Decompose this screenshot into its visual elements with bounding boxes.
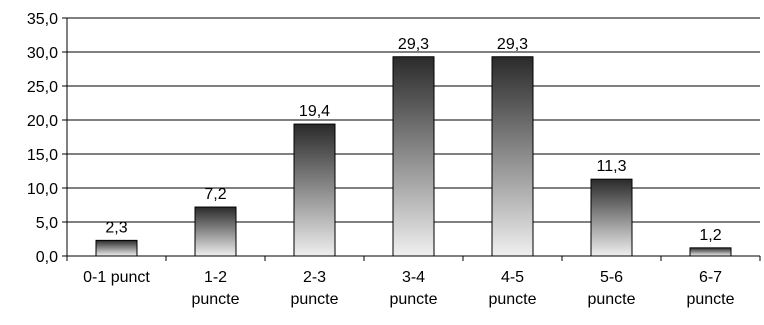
y-tick-label: 35,0: [27, 11, 58, 28]
y-tick-label: 10,0: [27, 181, 58, 198]
bar-value-label: 29,3: [497, 36, 528, 53]
y-axis: 0,0 5,0 10,0 15,0 20,0 25,0 30,0 35,0: [27, 11, 68, 266]
y-tick-label: 25,0: [27, 79, 58, 96]
y-tick-label: 30,0: [27, 45, 58, 62]
y-tick-label: 5,0: [36, 215, 58, 232]
x-category-label: 3-4 puncte: [389, 269, 437, 308]
bar-value-label: 29,3: [398, 36, 429, 53]
x-category-label: 5-6 puncte: [587, 269, 635, 308]
bars: [95, 56, 732, 257]
y-tick-label: 15,0: [27, 147, 58, 164]
bar-value-label: 7,2: [204, 186, 226, 203]
y-tick-label: 0,0: [36, 249, 58, 266]
x-category-label: 1-2 puncte: [191, 269, 239, 308]
bar: [293, 123, 336, 257]
x-category-label: 0-1 punct: [83, 269, 150, 286]
data-labels: 2,3 7,2 19,4 29,3 29,3 11,3 1,2: [105, 36, 721, 244]
bar: [491, 56, 534, 257]
bar: [590, 178, 633, 257]
x-category-label: 2-3 puncte: [290, 269, 338, 308]
x-category-label: 4-5 puncte: [488, 269, 536, 308]
bar-value-label: 1,2: [699, 227, 721, 244]
bar: [392, 56, 435, 257]
x-axis: 0-1 punct 1-2 puncte 2-3 puncte 3-4 puncte 4-5 p…: [66, 255, 761, 308]
bar-value-label: 19,4: [299, 103, 330, 120]
bar-value-label: 2,3: [105, 219, 127, 236]
bar: [194, 206, 237, 257]
y-tick-label: 20,0: [27, 113, 58, 130]
bar-value-label: 11,3: [597, 158, 627, 175]
x-category-label: 6-7 puncte: [686, 269, 734, 308]
bar: [689, 247, 732, 257]
bar: [95, 239, 138, 257]
